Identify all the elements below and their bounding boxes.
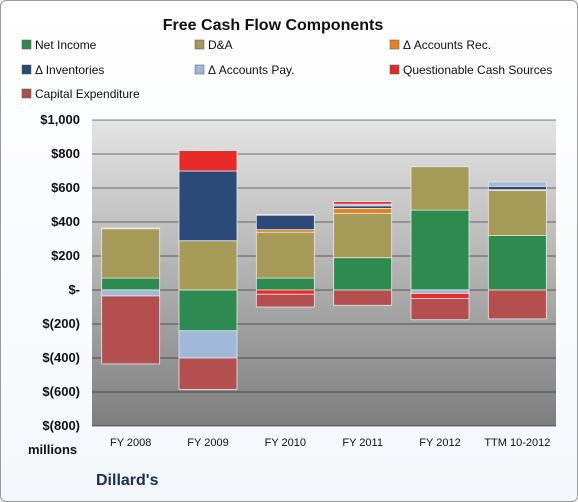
bar-segment xyxy=(410,298,470,321)
legend-swatch xyxy=(194,64,205,75)
legend-swatch xyxy=(21,88,32,99)
legend: Net Income D&A Δ Accounts Rec. Δ Inventorie… xyxy=(21,38,552,101)
legend-swatch xyxy=(21,64,32,75)
legend-label: Δ Accounts Rec. xyxy=(403,38,491,52)
legend-swatch xyxy=(194,39,205,50)
bar-segment xyxy=(101,289,161,297)
y-axis: $1,000 $800 $600 $400 $200 $- $(200) $(400) $(60… xyxy=(40,112,80,433)
bar-segment xyxy=(333,257,393,291)
x-tick-label: FY 2012 xyxy=(419,437,460,449)
y-tick-label: $800 xyxy=(51,146,80,161)
bar-segment xyxy=(178,330,238,359)
plot-area xyxy=(92,120,556,426)
bar-segment xyxy=(487,190,547,237)
y-tick-label: $(200) xyxy=(42,316,80,331)
bar-segment xyxy=(178,240,238,291)
company-label: Dillard's xyxy=(96,472,159,489)
x-tick-label: FY 2009 xyxy=(187,437,228,449)
y-tick-label: $1,000 xyxy=(40,112,80,127)
y-tick-label: $(800) xyxy=(42,418,80,433)
legend-swatch xyxy=(389,39,400,50)
bar-segment xyxy=(101,228,161,279)
bar-segment xyxy=(101,277,161,291)
bar-segment xyxy=(487,235,547,291)
bar-segment xyxy=(178,357,238,390)
bar-segment xyxy=(101,227,161,230)
bar-segment xyxy=(101,295,161,365)
legend-label: Δ Accounts Pay. xyxy=(208,63,295,77)
bar-segment xyxy=(333,201,393,205)
bar-segment xyxy=(487,185,547,191)
y-tick-label: $(600) xyxy=(42,384,80,399)
bar-segment xyxy=(333,289,393,306)
chart-title: Free Cash Flow Components xyxy=(163,17,384,34)
legend-label: Questionable Cash Sources xyxy=(403,63,552,77)
bar-segment xyxy=(487,289,547,320)
x-axis: FY 2008 FY 2009 FY 2010 FY 2011 FY 2012 TTM 1… xyxy=(110,437,550,449)
bar-segment xyxy=(333,207,393,214)
y-tick-label: $200 xyxy=(51,248,80,263)
y-tick-label: $400 xyxy=(51,214,80,229)
bar-segment xyxy=(178,150,238,172)
gridlines xyxy=(92,119,556,427)
bars xyxy=(101,150,547,390)
unit-label: millions xyxy=(28,442,77,457)
bar-segment xyxy=(255,214,315,231)
y-tick-label: $(400) xyxy=(42,350,80,365)
x-tick-label: TTM 10-2012 xyxy=(484,437,550,449)
bar-segment xyxy=(410,292,470,299)
bar-segment xyxy=(178,289,238,332)
bar-segment xyxy=(410,209,470,291)
bar-segment xyxy=(410,166,470,211)
legend-label: D&A xyxy=(208,38,233,52)
y-tick-label: $600 xyxy=(51,180,80,195)
bar-segment xyxy=(255,231,315,279)
bar-segment xyxy=(487,181,547,187)
legend-label: Net Income xyxy=(35,38,97,52)
bar-segment xyxy=(255,289,315,295)
x-tick-label: FY 2010 xyxy=(265,437,306,449)
bar-segment xyxy=(178,170,238,242)
y-tick-label: $- xyxy=(68,282,80,297)
bar-segment xyxy=(333,213,393,259)
x-tick-label: FY 2011 xyxy=(342,437,383,449)
legend-label: Capital Expenditure xyxy=(35,87,140,101)
bar-segment xyxy=(255,213,315,216)
legend-swatch xyxy=(21,39,32,50)
legend-swatch xyxy=(389,64,400,75)
bar-segment xyxy=(255,293,315,308)
x-tick-label: FY 2008 xyxy=(110,437,151,449)
bar-segment xyxy=(255,277,315,291)
bar-segment xyxy=(410,289,470,294)
legend-label: Δ Inventories xyxy=(35,63,104,77)
